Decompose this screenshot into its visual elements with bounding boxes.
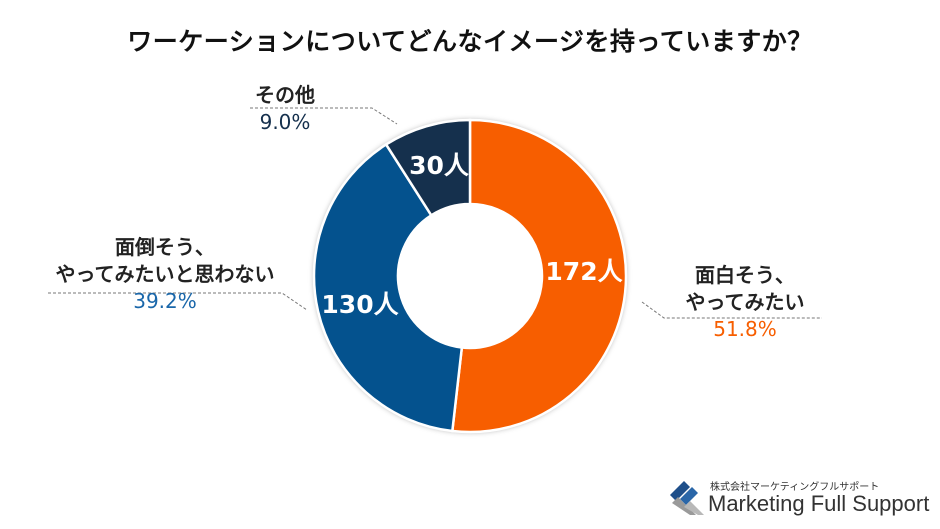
slice-percent: 51.8% xyxy=(713,317,777,341)
label-interesting: 面白そう、 やってみたい 51.8% xyxy=(660,262,830,343)
donut-slice xyxy=(384,118,472,218)
logo-text-jp: 株式会社マーケティングフルサポート xyxy=(710,482,880,493)
slice-label: 面白そう、 xyxy=(695,263,795,287)
slice-percent: 9.0% xyxy=(259,110,311,134)
slice-label: その他 xyxy=(255,83,315,107)
slice-label: やってみたいと思わない xyxy=(55,262,275,286)
label-other: その他 9.0% xyxy=(230,82,340,136)
leader-line-other xyxy=(250,107,398,125)
slice-label: 面倒そう、 xyxy=(115,235,215,259)
company-logo-icon xyxy=(670,481,704,515)
slice-value-label: 130人 xyxy=(321,290,399,319)
slice-percent: 39.2% xyxy=(133,289,197,313)
donut-slice xyxy=(450,118,628,434)
slice-label: やってみたい xyxy=(685,290,805,314)
slice-value-label: 30人 xyxy=(409,151,469,180)
chart-title: ワーケーションについてどんなイメージを持っていますか？ xyxy=(127,27,813,56)
logo-text-en: Marketing Full Support xyxy=(708,491,930,516)
donut-slice xyxy=(312,142,464,433)
leader-line-interesting xyxy=(641,301,822,319)
slice-value-label: 172人 xyxy=(545,257,623,286)
label-troublesome: 面倒そう、 やってみたいと思わない 39.2% xyxy=(20,234,310,315)
leader-line-troublesome xyxy=(48,292,308,311)
